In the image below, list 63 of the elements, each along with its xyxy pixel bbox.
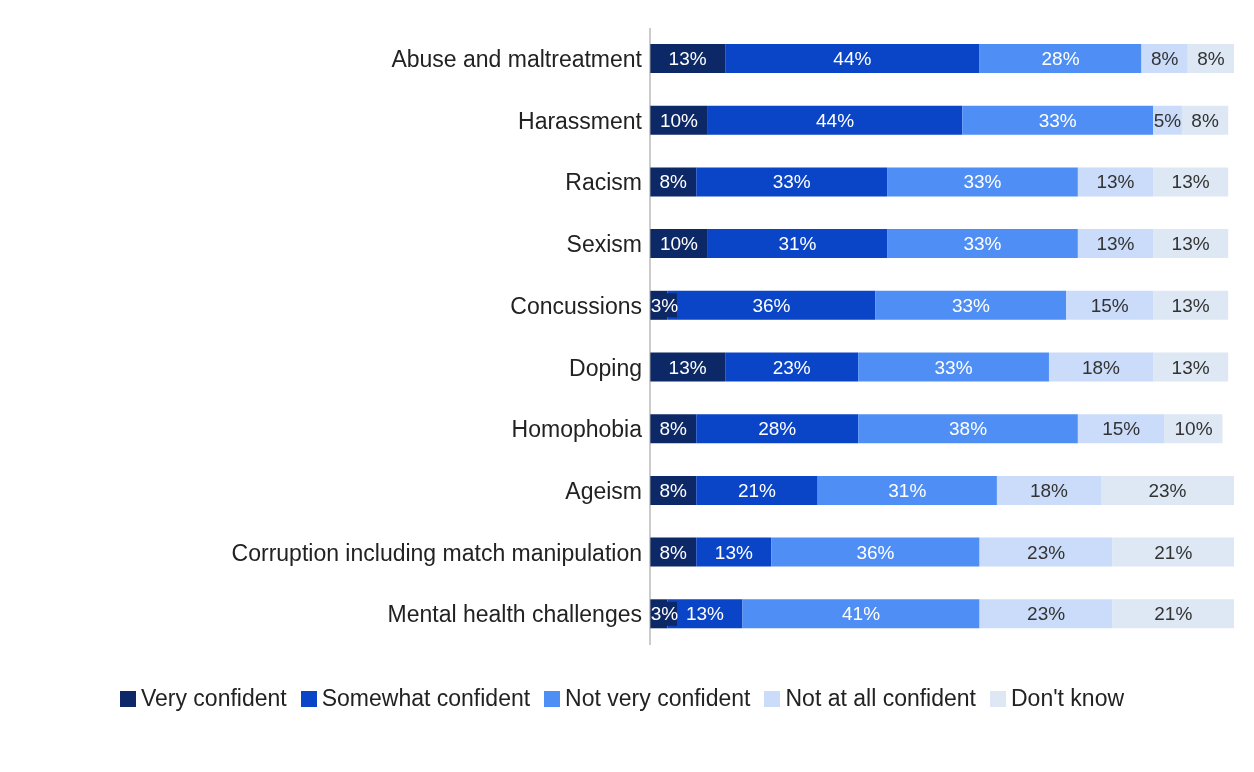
- data-label: 33%: [963, 171, 1002, 193]
- data-label: 8%: [659, 418, 687, 440]
- data-label: 13%: [714, 541, 753, 563]
- data-label: 13%: [1171, 356, 1210, 378]
- y-tick-label: Ageism: [565, 477, 642, 504]
- data-label: 13%: [1096, 171, 1135, 193]
- data-label: 15%: [1102, 418, 1141, 440]
- y-tick-label: Mental health challenges: [387, 601, 642, 628]
- data-label: 13%: [668, 48, 707, 69]
- data-label: 33%: [963, 233, 1002, 255]
- data-label: 33%: [1038, 109, 1077, 131]
- data-label: 36%: [856, 541, 895, 563]
- y-tick-label: Doping: [569, 354, 642, 381]
- legend-label: Not at all confident: [785, 685, 976, 712]
- data-label: 10%: [1174, 418, 1213, 440]
- data-label: 23%: [1027, 603, 1066, 625]
- data-label: 13%: [1171, 171, 1210, 193]
- data-label: 33%: [951, 294, 991, 316]
- data-label: 8%: [1150, 48, 1179, 69]
- data-label: 5%: [1153, 109, 1182, 131]
- y-tick-label: Abuse and maltreatment: [391, 46, 643, 73]
- data-label: 8%: [659, 479, 687, 501]
- data-label: 13%: [685, 603, 725, 625]
- data-label: 10%: [659, 109, 699, 131]
- data-label: 15%: [1090, 294, 1129, 316]
- y-tick-label: Homophobia: [511, 416, 643, 443]
- data-label: 13%: [1171, 294, 1210, 316]
- data-label: 21%: [1154, 603, 1193, 625]
- data-label: 44%: [816, 109, 855, 131]
- data-label: 28%: [1041, 48, 1080, 69]
- legend-label: Not very confident: [565, 685, 751, 712]
- data-label: 8%: [659, 541, 687, 563]
- legend-label: Don't know: [1011, 685, 1125, 712]
- data-label: 8%: [1197, 48, 1225, 69]
- data-label: 10%: [659, 233, 699, 255]
- legend-label: Very confident: [140, 685, 287, 712]
- data-label: 31%: [888, 479, 927, 501]
- y-tick-label: Racism: [565, 169, 642, 196]
- y-tick-label: Concussions: [510, 292, 642, 319]
- data-label: 28%: [758, 418, 797, 440]
- data-label: 21%: [737, 479, 777, 501]
- y-tick-label: Sexism: [566, 231, 642, 258]
- data-label: 31%: [778, 233, 817, 255]
- data-label: 38%: [949, 418, 988, 440]
- data-label: 18%: [1081, 356, 1121, 378]
- data-label: 13%: [1171, 233, 1210, 255]
- data-label: 33%: [772, 171, 811, 193]
- data-label: 23%: [1148, 479, 1187, 501]
- data-label: 13%: [1096, 233, 1135, 255]
- data-label: 8%: [659, 171, 687, 193]
- data-label: 41%: [842, 603, 881, 625]
- y-tick-label: Corruption including match manipulation: [231, 539, 642, 566]
- data-label: 44%: [833, 48, 872, 69]
- legend-label: Somewhat confident: [321, 685, 531, 712]
- data-label: 36%: [752, 294, 791, 316]
- data-label: 13%: [668, 356, 707, 378]
- data-label: 8%: [1191, 109, 1219, 131]
- data-label: 18%: [1029, 479, 1069, 501]
- data-label: 23%: [1027, 541, 1066, 563]
- data-label: 23%: [772, 356, 811, 378]
- data-label: 21%: [1154, 541, 1193, 563]
- y-tick-label: Harassment: [518, 107, 643, 134]
- data-label: 33%: [934, 356, 973, 378]
